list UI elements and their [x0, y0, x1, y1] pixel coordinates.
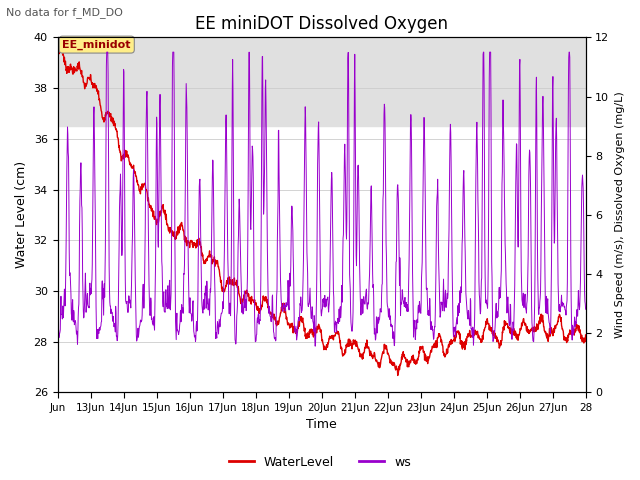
Title: EE miniDOT Dissolved Oxygen: EE miniDOT Dissolved Oxygen: [195, 15, 448, 33]
Legend: WaterLevel, ws: WaterLevel, ws: [224, 451, 416, 474]
Y-axis label: Water Level (cm): Water Level (cm): [15, 161, 28, 268]
Bar: [58, 24, 586, 126]
Text: EE_minidot: EE_minidot: [63, 39, 131, 50]
Y-axis label: Wind Speed (m/s), Dissolved Oxygen (mg/L): Wind Speed (m/s), Dissolved Oxygen (mg/L…: [615, 92, 625, 338]
X-axis label: Time: Time: [306, 419, 337, 432]
Text: No data for f_MD_DO: No data for f_MD_DO: [6, 7, 124, 18]
